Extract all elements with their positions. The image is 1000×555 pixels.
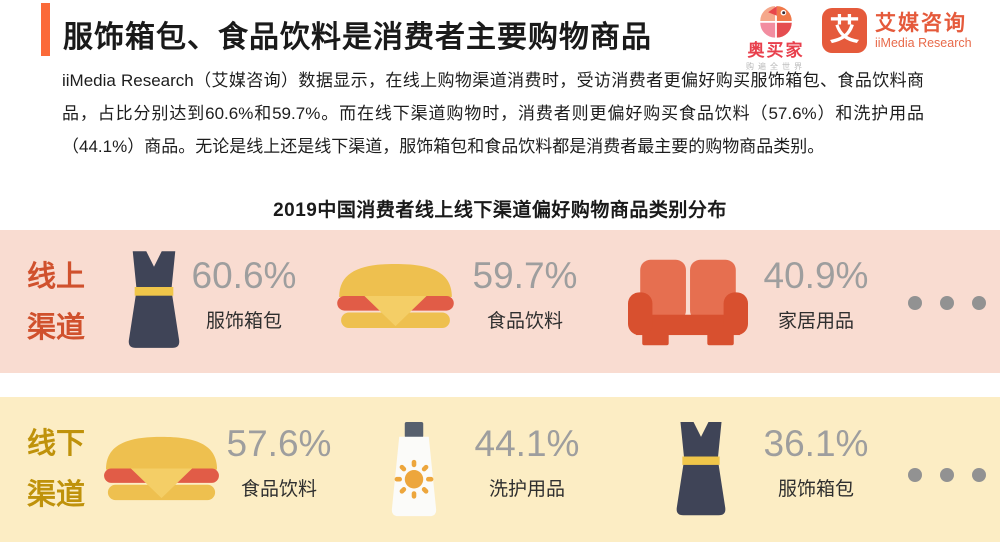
aomaijia-logo: 奥买家 购遍全世界 <box>732 0 820 72</box>
aomaijia-logo-text: 奥买家 <box>747 41 805 60</box>
online-channel-band: 线上 渠道 60.6% 服饰箱包 59.7% 食品饮料 <box>0 230 1000 373</box>
stat-item: 57.6% 食品饮料 <box>223 423 335 501</box>
stat-item: 44.1% 洗护用品 <box>471 423 583 501</box>
stat-item: 60.6% 服饰箱包 <box>188 255 300 333</box>
dress-icon <box>125 251 183 357</box>
percent-value: 59.7% <box>472 255 578 296</box>
burger-icon <box>100 435 223 507</box>
channel-label-line1: 线下 <box>27 428 86 460</box>
intro-paragraph: iiMedia Research（艾媒咨询）数据显示，在线上购物渠道消费时，受访… <box>62 71 924 156</box>
iimedia-logo-mark: 艾 <box>822 8 867 53</box>
lotion-bottle-icon <box>382 422 446 523</box>
dot-icon <box>972 468 986 482</box>
channel-label-line2: 渠道 <box>27 312 86 344</box>
category-label: 服饰箱包 <box>777 479 854 500</box>
iimedia-name-en: iiMedia Research <box>875 35 972 50</box>
channel-label-line2: 渠道 <box>27 479 86 511</box>
percent-value: 60.6% <box>191 255 297 296</box>
offline-channel-label: 线下 渠道 <box>27 419 85 521</box>
category-label: 家居用品 <box>777 311 854 332</box>
dot-icon <box>908 468 922 482</box>
stat-item: 59.7% 食品饮料 <box>469 255 581 333</box>
percent-value: 40.9% <box>763 255 869 296</box>
category-label: 洗护用品 <box>488 479 565 500</box>
title-accent-bar <box>41 3 50 56</box>
sofa-icon <box>628 257 748 351</box>
aomaijia-bird-icon <box>732 0 820 42</box>
dot-icon <box>940 296 954 310</box>
percent-value: 57.6% <box>226 423 332 464</box>
page-title: 服饰箱包、食品饮料是消费者主要购物商品 <box>63 21 652 54</box>
dress-icon <box>671 422 731 524</box>
stat-item: 36.1% 服饰箱包 <box>760 423 872 501</box>
category-label: 食品饮料 <box>240 479 317 500</box>
iimedia-name-cn: 艾媒咨询 <box>875 11 967 35</box>
more-categories-ellipsis-icon <box>908 468 986 482</box>
category-label: 服饰箱包 <box>205 311 282 332</box>
category-label: 食品饮料 <box>486 311 563 332</box>
offline-channel-band: 线下 渠道 57.6% 食品饮料 <box>0 397 1000 542</box>
percent-value: 44.1% <box>474 423 580 464</box>
dot-icon <box>940 468 954 482</box>
dot-icon <box>972 296 986 310</box>
iimedia-logo: 艾 艾媒咨询 iiMedia Research <box>822 8 972 53</box>
more-categories-ellipsis-icon <box>908 296 986 310</box>
aomaijia-slogan: 购遍全世界 <box>746 62 806 71</box>
burger-icon <box>333 262 458 335</box>
channel-label-line1: 线上 <box>27 261 86 293</box>
chart-title: 2019中国消费者线上线下渠道偏好购物商品类别分布 <box>273 200 727 221</box>
percent-value: 36.1% <box>763 423 869 464</box>
online-channel-label: 线上 渠道 <box>27 252 85 354</box>
stat-item: 40.9% 家居用品 <box>760 255 872 333</box>
iimedia-logo-text: 艾媒咨询 iiMedia Research <box>875 12 972 50</box>
dot-icon <box>908 296 922 310</box>
